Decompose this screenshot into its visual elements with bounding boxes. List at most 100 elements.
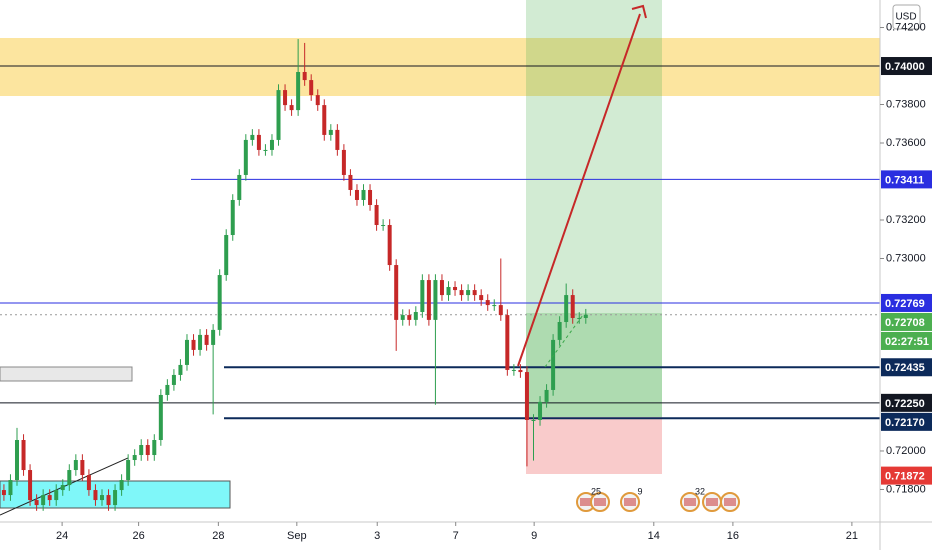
candle-body [21, 440, 26, 471]
candle-body [158, 394, 163, 441]
candle-body [564, 295, 569, 323]
currency-button[interactable] [892, 4, 921, 30]
candle-body [204, 334, 209, 345]
candle-body [178, 364, 183, 375]
event-flag-stripe [684, 498, 696, 506]
candle-body [387, 225, 392, 266]
price-tag-label: 0.72769 [885, 298, 925, 310]
candle-body [198, 334, 203, 350]
x-tick-label: 21 [846, 530, 858, 542]
candle-body [420, 280, 425, 313]
candle-body [276, 90, 281, 140]
candle-body [126, 460, 131, 481]
price-tag-label: 0.72250 [885, 398, 925, 410]
countdown-label: 02:27:51 [885, 336, 929, 348]
supply-zone [0, 38, 880, 96]
candle-body [191, 339, 196, 350]
candle-body [73, 460, 78, 471]
price-tag [881, 358, 932, 377]
price-tag [881, 170, 932, 189]
candle-body [322, 105, 327, 135]
candle-body [289, 105, 294, 111]
x-tick-label: 24 [56, 530, 68, 542]
candle-body [374, 204, 379, 226]
y-tick-label: 0.71800 [886, 483, 926, 495]
candle-body [250, 134, 255, 140]
y-tick-label: 0.73000 [886, 252, 926, 264]
candle-body [93, 490, 98, 501]
arrow-line [517, 13, 641, 367]
event-flag-stripe [624, 498, 636, 506]
x-tick-label: 7 [453, 530, 459, 542]
event-flag-stripe [580, 498, 592, 506]
candle-body [315, 95, 320, 106]
candle-body [407, 315, 412, 320]
candle-body [224, 235, 229, 276]
candle-body [361, 189, 366, 200]
candle-body [413, 312, 418, 320]
candle-body [479, 295, 484, 301]
price-tag-label: 0.73411 [885, 174, 924, 186]
candle-body [145, 445, 150, 456]
y-tick-label: 0.73200 [886, 214, 926, 226]
candle-body [256, 134, 261, 150]
candle-body [309, 80, 314, 96]
candle-body [113, 490, 118, 506]
candle-body [99, 495, 104, 501]
dashed-line [544, 314, 584, 368]
price-tag [881, 393, 932, 412]
candle-body [86, 475, 91, 491]
candle-body [132, 455, 137, 461]
candle-body [184, 339, 189, 365]
candle-body [28, 470, 33, 501]
candle-body [426, 280, 431, 320]
x-tick-label: Sep [287, 530, 307, 542]
candle-body [263, 149, 268, 151]
candle-body [41, 495, 46, 506]
candle-body [459, 290, 464, 296]
candle-body [531, 419, 536, 421]
candle-body [492, 305, 497, 307]
candle-body [217, 275, 222, 330]
candle-body [524, 372, 529, 420]
candle-body [511, 369, 516, 371]
y-tick-label: 0.73800 [886, 98, 926, 110]
candle-body [80, 460, 85, 476]
candle-body [34, 500, 39, 506]
y-tick-label: 0.72000 [886, 445, 926, 457]
candle-body [8, 480, 13, 496]
candle-body [570, 295, 575, 318]
candle-body [67, 470, 72, 486]
x-tick-label: 9 [531, 530, 537, 542]
candle-body [237, 174, 242, 200]
x-tick-label: 3 [374, 530, 380, 542]
candle-body [557, 322, 562, 340]
candle-body [283, 90, 288, 106]
candle-body [296, 71, 301, 111]
x-tick-label: 26 [132, 530, 144, 542]
candle-body [485, 300, 490, 306]
event-flag-stripe [594, 498, 606, 506]
candle-body [335, 129, 340, 150]
candle-body [230, 199, 235, 236]
price-tag-label: 0.72170 [885, 417, 925, 429]
candle-body [1, 490, 6, 496]
candle-body [269, 139, 274, 150]
candle-body [211, 329, 216, 345]
candle-body [505, 315, 510, 370]
candle-body [446, 286, 451, 296]
candle-body [381, 225, 386, 227]
price-tag-label: 0.72435 [885, 362, 925, 374]
candle-body [171, 374, 176, 385]
price-tag-label: 0.71872 [885, 471, 925, 483]
candle-body [354, 189, 359, 200]
candle-body [400, 315, 405, 320]
event-flag-stripe [706, 498, 718, 506]
x-tick-label: 16 [727, 530, 739, 542]
candle-body [368, 189, 373, 205]
candle-body [577, 317, 582, 319]
price-tag [881, 312, 932, 331]
candle-body [106, 495, 111, 506]
price-tag [881, 57, 932, 76]
candle-body [139, 445, 144, 456]
